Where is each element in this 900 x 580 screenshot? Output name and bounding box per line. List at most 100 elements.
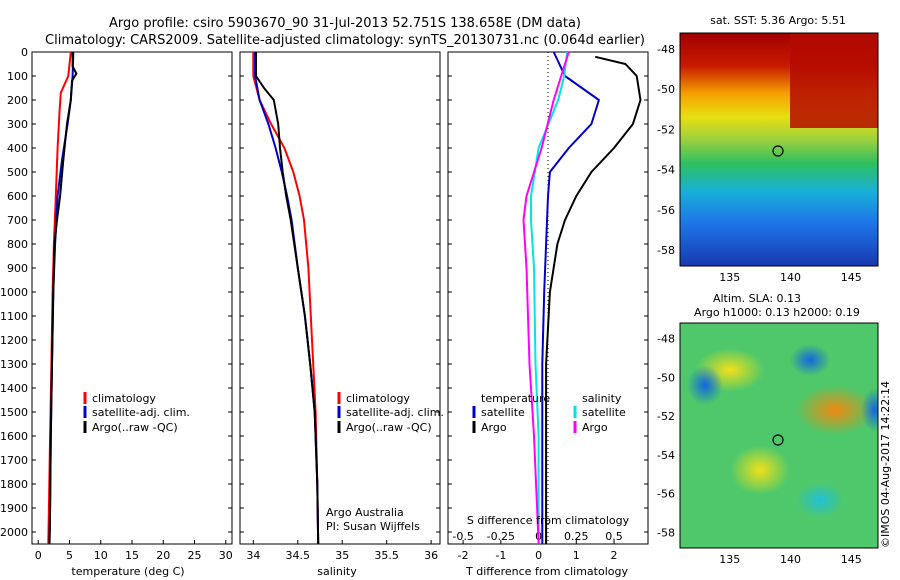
sla-anomaly-yellow-2	[730, 445, 790, 495]
legend-label-argo: Argo(..raw -QC)	[346, 421, 432, 434]
sla-lon-ticks: 135 140 145	[719, 553, 861, 566]
depth-tick-label: 1200	[0, 334, 28, 347]
depth-tick-label: 800	[7, 238, 28, 251]
series-line-argo	[522, 51, 570, 545]
x-tick-label: -0.5	[452, 530, 473, 543]
series-line-satellite	[530, 51, 569, 544]
lat-tick-label: -54	[657, 449, 675, 462]
depth-tick-label: 1000	[0, 286, 28, 299]
sst-lat-ticks: -48 -50 -52 -54 -56 -58	[657, 43, 675, 257]
x-tick-label: 0.5	[605, 530, 623, 543]
x-tick-label: -2	[458, 549, 469, 562]
sla-anomaly-blue-2	[790, 344, 830, 376]
series-line-argo	[545, 55, 642, 544]
sla-map: Altim. SLA: 0.13 Argo h1000: 0.13 h2000:…	[657, 292, 879, 566]
series-line-satellite	[541, 51, 600, 544]
lat-tick-label: -52	[657, 123, 675, 136]
depth-tick-label: 1500	[0, 406, 28, 419]
legend-heading-salinity: salinity	[582, 392, 622, 405]
legend-label-t-argo: Argo	[481, 421, 507, 434]
series-line-climatology	[252, 52, 320, 545]
series-line-argo-raw-qc-	[48, 52, 78, 545]
t-difference-axis-label: T difference from climatology	[465, 565, 628, 578]
lat-tick-label: -48	[657, 43, 675, 56]
depth-tick-label: 400	[7, 142, 28, 155]
sla-map-title-line1: Altim. SLA: 0.13	[713, 292, 801, 305]
depth-tick-label: 100	[7, 70, 28, 83]
x-tick-label: 25	[188, 549, 202, 562]
pi-note: PI: Susan Wijffels	[326, 520, 420, 533]
salinity-panel-frame	[239, 51, 441, 545]
x-tick-label: 0.25	[564, 530, 589, 543]
legend-heading-temperature: temperature	[481, 392, 550, 405]
sst-map-frame	[679, 32, 879, 267]
sla-map-title-line2: Argo h1000: 0.13 h2000: 0.19	[694, 306, 860, 319]
depth-tick-label: 500	[7, 166, 28, 179]
lat-tick-label: -52	[657, 410, 675, 423]
lat-tick-label: -56	[657, 488, 675, 501]
figure-title-line2: Climatology: CARS2009. Satellite-adjuste…	[45, 33, 645, 48]
x-axis-ticks: 0 5 10 15 20 25 30 34 34.5 35 35.5 36 -2 -1 0 1 2 -0.5 -0.…	[35, 530, 623, 562]
x-tick-label: 15	[125, 549, 139, 562]
salinity-legend: climatology satellite-adj. clim. Argo(..…	[326, 392, 444, 533]
lat-tick-label: -50	[657, 371, 675, 384]
legend-label-satellite: satellite-adj. clim.	[92, 406, 190, 419]
legend-label-t-satellite: satellite	[481, 406, 525, 419]
salinity-axis-label: salinity	[317, 565, 357, 578]
legend-label-climatology: climatology	[92, 392, 156, 405]
sst-map-title: sat. SST: 5.36 Argo: 5.51	[710, 14, 846, 27]
sla-anomaly-orange	[795, 385, 875, 435]
argo-float-marker	[772, 434, 784, 446]
x-tick-label: 10	[94, 549, 108, 562]
sst-lon-ticks: 135 140 145	[719, 271, 861, 284]
lat-tick-label: -48	[657, 333, 675, 346]
x-tick-label: -0.25	[487, 530, 515, 543]
sla-anomaly-blue	[687, 365, 723, 405]
lat-tick-label: -50	[657, 83, 675, 96]
depth-tick-label: 1100	[0, 310, 28, 323]
sla-lat-ticks: -48 -50 -52 -54 -56 -58	[657, 333, 675, 540]
data-provider-note: Argo Australia	[326, 506, 404, 519]
lat-tick-label: -56	[657, 204, 675, 217]
lon-tick-label: 135	[719, 271, 740, 284]
x-tick-label: 5	[66, 549, 73, 562]
lon-tick-label: 140	[780, 271, 801, 284]
temperature-panel-frame	[31, 51, 233, 545]
depth-tick-label: 900	[7, 262, 28, 275]
lon-tick-label: 140	[780, 553, 801, 566]
x-tick-label: -1	[495, 549, 506, 562]
x-tick-label: 20	[156, 549, 170, 562]
temperature-legend: climatology satellite-adj. clim. Argo(..…	[83, 392, 190, 434]
sst-map-warm-patch	[790, 33, 878, 128]
x-tick-label: 36	[424, 549, 438, 562]
depth-tick-label: 2000	[0, 526, 28, 539]
depth-tick-label: 0	[21, 46, 28, 59]
lon-tick-label: 145	[841, 553, 862, 566]
legend-label-argo: Argo(..raw -QC)	[92, 421, 178, 434]
legend-label-climatology: climatology	[346, 392, 410, 405]
lon-tick-label: 145	[841, 271, 862, 284]
series-line-argo-raw-qc-	[255, 52, 320, 545]
depth-tick-label: 1900	[0, 502, 28, 515]
x-tick-label: 1	[573, 549, 580, 562]
figure-title-line1: Argo profile: csiro 5903670_90 31-Jul-20…	[109, 16, 581, 31]
legend-label-s-satellite: satellite	[582, 406, 626, 419]
legend-label-satellite: satellite-adj. clim.	[346, 406, 444, 419]
depth-tick-label: 300	[7, 118, 28, 131]
lat-tick-label: -54	[657, 164, 675, 177]
difference-legend: temperature salinity satellite Argo sate…	[472, 392, 626, 434]
lat-tick-label: -58	[657, 244, 675, 257]
series-line-satellite-adj-clim-	[254, 52, 320, 545]
depth-tick-label: 1800	[0, 478, 28, 491]
depth-tick-label: 200	[7, 94, 28, 107]
x-tick-label: 34.5	[286, 549, 311, 562]
profile-lines	[47, 51, 642, 545]
depth-tick-label: 600	[7, 190, 28, 203]
lat-tick-label: -58	[657, 526, 675, 539]
x-tick-label: 35	[335, 549, 349, 562]
s-difference-axis-label: S difference from climatology	[467, 514, 630, 527]
sla-map-frame	[679, 322, 879, 549]
sst-map: sat. SST: 5.36 Argo: 5.51 -48 -50 -52 -54 -5…	[657, 14, 879, 284]
sla-anomaly-blue-3	[861, 388, 878, 432]
depth-tick-label: 1700	[0, 454, 28, 467]
